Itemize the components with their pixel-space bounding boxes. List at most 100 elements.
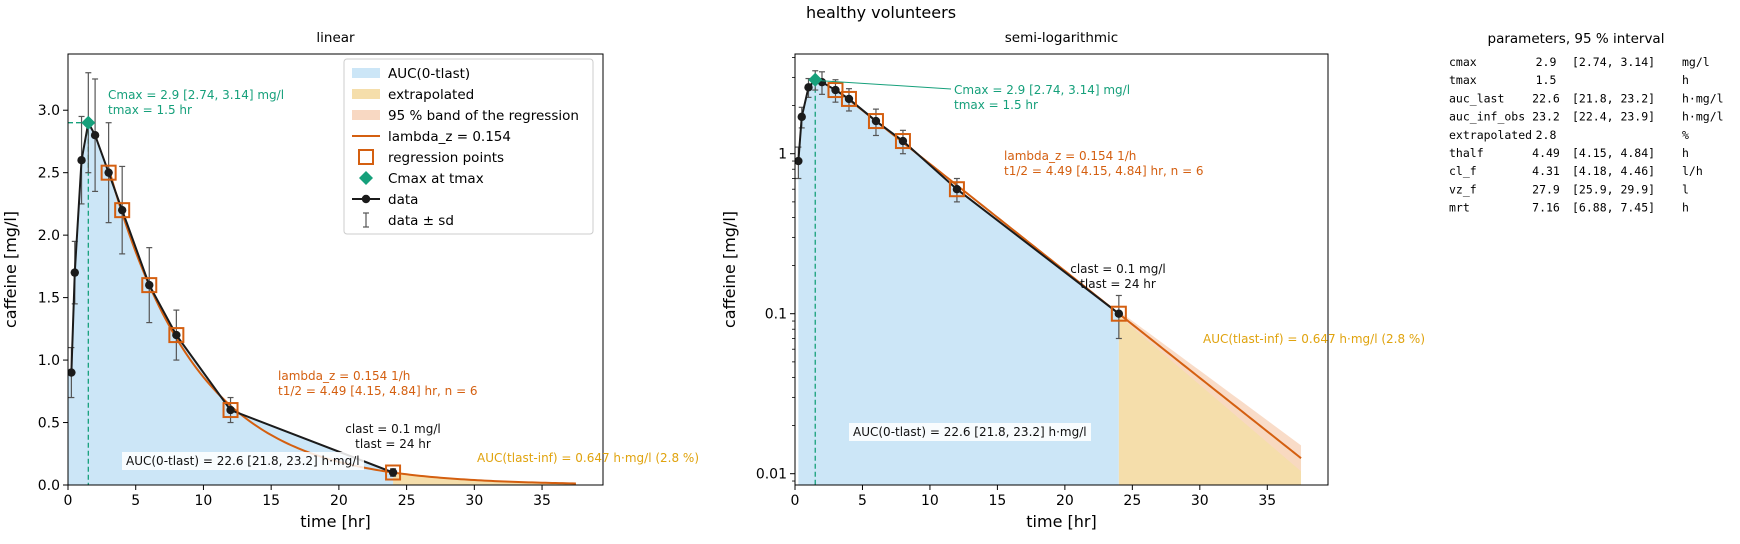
param-value: 1.5: [1536, 73, 1557, 87]
x-tick-label: 25: [1123, 493, 1141, 509]
data-point: [871, 116, 881, 126]
parameters-title: parameters, 95 % interval: [1488, 31, 1665, 47]
lambda-annotation-line1: lambda_z = 0.154 1/h: [1004, 149, 1136, 163]
param-unit: h: [1682, 201, 1689, 215]
legend-auc: AUC(0-tlast): [352, 66, 470, 82]
data-point: [898, 136, 908, 146]
legend-sd: data ± sd: [363, 212, 454, 229]
legend: AUC(0-tlast) extrapolated 95 % band of the…: [343, 58, 594, 235]
y-tick-label: 0.1: [765, 307, 787, 323]
param-name: auc_inf_obs: [1449, 110, 1525, 124]
legend-label: 95 % band of the regression: [388, 108, 579, 124]
param-unit: l/h: [1682, 164, 1703, 178]
param-name: cl_f: [1449, 164, 1477, 178]
legend-label: Cmax at tmax: [388, 171, 484, 187]
chart-semilog: 0 5 10 15 20 25 30 35 0.01 0.1 1 semi-logarithmic ti…: [720, 30, 1425, 531]
x-axis-label: time [hr]: [300, 512, 370, 531]
x-tick-label: 30: [465, 493, 483, 509]
param-interval: [21.8, 23.2]: [1572, 91, 1655, 105]
data-point: [77, 155, 86, 165]
param-unit: mg/l: [1682, 55, 1710, 69]
param-name: extrapolated: [1449, 128, 1532, 142]
lambda-annotation-line1: lambda_z = 0.154 1/h: [278, 369, 410, 383]
y-tick-label: 1.0: [38, 353, 60, 369]
lambda-annotation-line2: t1/2 = 4.49 [4.15, 4.84] hr, n = 6: [278, 384, 478, 398]
figure-suptitle: healthy volunteers: [806, 3, 956, 22]
y-tick-label: 2.5: [38, 166, 60, 182]
x-tick-label: 10: [921, 493, 939, 509]
legend-label: data ± sd: [388, 213, 454, 229]
parameters-rows: cmax 2.9 [2.74, 3.14] mg/l tmax 1.5 h auc_last 2…: [1449, 55, 1724, 215]
param-value: 2.8: [1536, 128, 1557, 142]
data-point: [90, 131, 100, 140]
data-point: [795, 156, 803, 166]
data-point: [117, 205, 127, 215]
legend-label: AUC(0-tlast): [388, 66, 470, 82]
x-tick-label: 30: [1191, 493, 1209, 509]
auc-area: [68, 122, 394, 485]
legend-swatch-extrapolated: [352, 89, 380, 99]
clast-annotation-line1: clast = 0.1 mg/l: [1070, 262, 1166, 276]
legend-lambda: lambda_z = 0.154: [352, 129, 511, 145]
data-point: [797, 112, 806, 122]
param-value: 27.9: [1532, 182, 1560, 196]
regression-point: [114, 202, 131, 219]
x-tick-label: 5: [858, 493, 867, 509]
cmax-marker: [808, 72, 823, 87]
cmax-annotation-line2: tmax = 1.5 hr: [954, 98, 1038, 112]
legend-extrapolated: extrapolated: [352, 87, 474, 103]
auc-annotation: AUC(0-tlast) = 22.6 [21.8, 23.2] h·mg/l: [853, 425, 1087, 439]
data-point: [70, 268, 79, 277]
param-value: 4.49: [1532, 146, 1560, 160]
parameters-table: parameters, 95 % interval cmax 2.9 [2.74, …: [1449, 31, 1724, 215]
param-interval: [4.18, 4.46]: [1572, 164, 1655, 178]
x-tick-label: 15: [988, 493, 1006, 509]
param-value: 4.31: [1532, 164, 1560, 178]
legend-swatch-cmax: [359, 171, 373, 185]
legend-swatch-regression: [358, 149, 374, 165]
legend-frame: [343, 58, 594, 235]
param-interval: [22.4, 23.9]: [1572, 110, 1655, 124]
auc-label-background: [122, 452, 364, 470]
regression-point: [827, 82, 844, 99]
cmax-annotation-line1: Cmax = 2.9 [2.74, 3.14] mg/l: [108, 88, 284, 102]
extrapolated-area: [393, 472, 576, 485]
legend-label: data: [388, 192, 418, 208]
chart-linear: 0 5 10 15 20 25 30 35 0.0 0.5 1.0 1.5 2.0 2.5 3.0 linea…: [1, 30, 699, 531]
x-tick-label: 15: [262, 493, 280, 509]
data-point: [844, 94, 854, 104]
y-tick-label: 3.0: [38, 103, 60, 119]
legend-swatch-auc: [352, 68, 380, 78]
chart-title: linear: [316, 30, 355, 46]
regression-point: [840, 90, 857, 107]
x-tick-label: 35: [1258, 493, 1276, 509]
param-interval: [6.88, 7.45]: [1572, 201, 1655, 215]
legend-band: 95 % band of the regression: [352, 108, 579, 124]
legend-swatch-band: [352, 110, 380, 120]
param-interval: [2.74, 3.14]: [1572, 55, 1655, 69]
legend-cmax: Cmax at tmax: [359, 171, 484, 187]
cmax-marker: [81, 115, 96, 130]
x-axis-label: time [hr]: [1026, 512, 1096, 531]
regression-point: [385, 464, 402, 481]
extrapolated-area: [1118, 313, 1302, 485]
axes-frame: [794, 53, 1329, 486]
param-interval: [25.9, 29.9]: [1572, 182, 1655, 196]
y-tick-label: 0.5: [38, 416, 60, 432]
data-point: [388, 468, 398, 477]
param-unit: h·mg/l: [1682, 91, 1724, 105]
param-name: thalf: [1449, 146, 1484, 160]
param-value: 23.2: [1532, 110, 1560, 124]
x-tick-label: 35: [533, 493, 551, 509]
x-tick-label: 20: [1056, 493, 1074, 509]
clast-annotation-line2: tlast = 24 hr: [1080, 277, 1156, 291]
x-tick-label: 5: [131, 493, 140, 509]
legend-regression-points: regression points: [358, 149, 504, 166]
clast-annotation-line2: tlast = 24 hr: [355, 437, 431, 451]
regression-point: [894, 133, 911, 150]
y-axis-label: caffeine [mg/l]: [720, 211, 739, 328]
y-tick-label: 0.01: [756, 467, 787, 483]
axes-frame: [67, 53, 604, 486]
